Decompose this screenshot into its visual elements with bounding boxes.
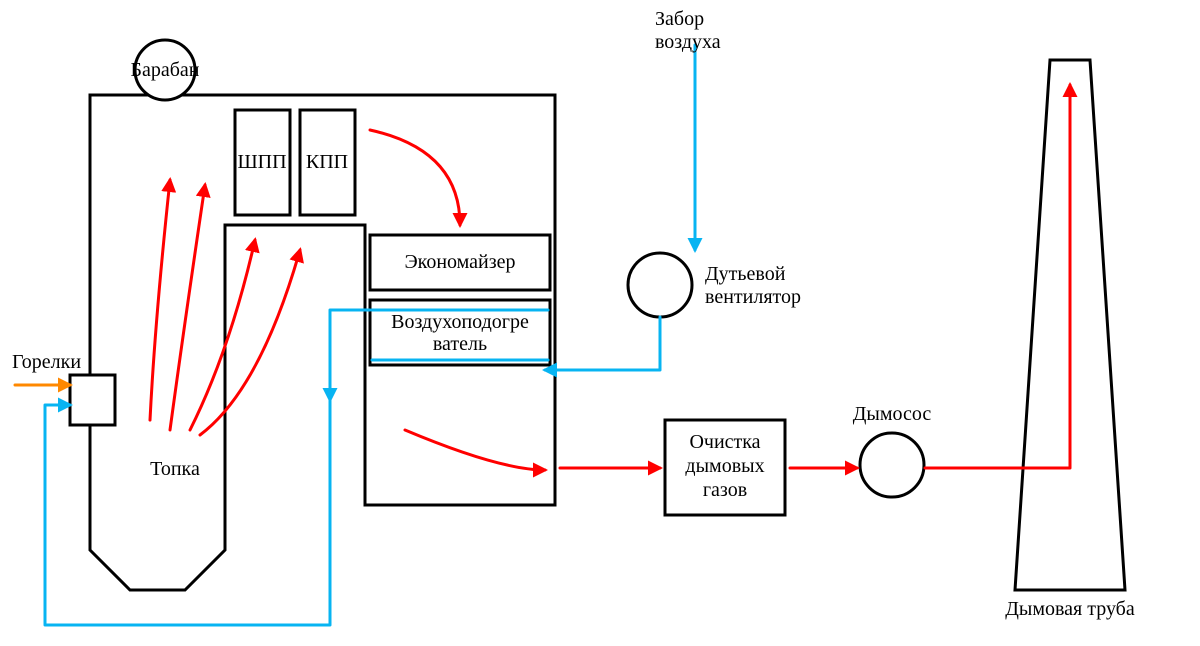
fan-label-2: вентилятор: [705, 286, 801, 308]
shapes-layer: [70, 40, 1125, 590]
air-heater-label-2: ватель: [433, 333, 487, 355]
gas-flow-2: [190, 240, 255, 430]
cleaning-label-2: дымовых: [685, 455, 764, 477]
exhauster-label: Дымосос: [853, 403, 932, 425]
cleaning-label-1: Очистка: [689, 431, 760, 453]
shpp-label: ШПП: [237, 151, 286, 173]
air-heater-label-1: Воздухоподогре: [391, 311, 529, 333]
drum-label: Барабан: [131, 59, 200, 81]
air-flow-1: [545, 317, 660, 370]
fan-label-1: Дутьевой: [705, 263, 786, 285]
fan-circle: [628, 253, 692, 317]
burner-box: [70, 375, 115, 425]
boiler-flow-diagram: Барабан ШПП КПП Экономайзер Воздухоподогрева…: [0, 0, 1200, 646]
furnace-label: Топка: [150, 458, 200, 480]
burners-label: Горелки: [12, 351, 81, 373]
gas-flow-1: [170, 185, 205, 430]
air-intake-label-2: воздуха: [655, 31, 721, 53]
exhauster-circle: [860, 433, 924, 497]
gas-flow-0: [150, 180, 170, 420]
gas-flow-5: [405, 430, 545, 470]
air-flow-5: [45, 400, 330, 625]
economizer-label: Экономайзер: [404, 251, 515, 273]
labels-layer: Барабан ШПП КПП Экономайзер Воздухоподогрева…: [12, 8, 1135, 620]
gas-flow-3: [200, 250, 300, 435]
gas-flow-8: [925, 85, 1070, 468]
air-intake-label-1: Забор: [655, 8, 704, 30]
chimney-label: Дымовая труба: [1005, 598, 1135, 620]
cleaning-label-3: газов: [703, 479, 747, 501]
kpp-label: КПП: [306, 151, 348, 173]
gas-flow-4: [370, 130, 460, 225]
